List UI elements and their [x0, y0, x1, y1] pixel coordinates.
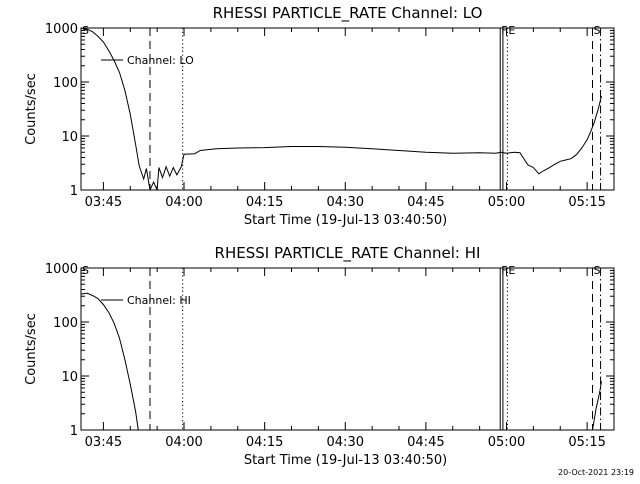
legend-label: Channel: LO [127, 54, 194, 67]
y-tick-label: 10 [61, 130, 78, 145]
chart-panel-2: RHESSI PARTICLE_RATE Channel: HI 03:45 04:… [24, 244, 615, 468]
x-tick-label: 04:15 [246, 195, 283, 210]
x-axis-label: Start Time (19-Jul-13 03:40:50) [244, 213, 447, 228]
event-marker-label: E [508, 24, 515, 37]
x-tick-label: 05:00 [488, 435, 525, 450]
y-tick-label: 1000 [45, 262, 78, 277]
timestamp-label: 20-Oct-2021 23:19 [558, 468, 634, 477]
plot-frame [80, 27, 615, 191]
x-tick-label: 05:15 [568, 195, 605, 210]
series-line [81, 292, 602, 430]
x-tick-label: 05:15 [568, 435, 605, 450]
y-axis-label: Counts/sec [24, 313, 39, 385]
x-tick-label: 03:45 [85, 435, 122, 450]
event-marker-label: S [82, 264, 89, 277]
y-axis-label: Counts/sec [24, 73, 39, 145]
plot-frame [80, 267, 615, 431]
y-tick-label: 100 [53, 76, 78, 91]
x-tick-label: 04:15 [246, 435, 283, 450]
y-tick-label: 100 [53, 316, 78, 331]
x-tick-label: 04:45 [407, 195, 444, 210]
series-line [81, 28, 602, 190]
x-tick-label: 04:00 [165, 435, 202, 450]
y-tick-label: 1 [70, 184, 78, 199]
x-tick-label: 04:30 [327, 195, 364, 210]
event-marker-label: S [82, 24, 89, 37]
chart-panel-1: RHESSI PARTICLE_RATE Channel: LO 03:45 04:… [24, 4, 615, 228]
y-tick-label: 10 [61, 370, 78, 385]
y-tick-label: 1000 [45, 22, 78, 37]
chart-title: RHESSI PARTICLE_RATE Channel: HI [215, 244, 481, 263]
x-tick-label: 04:30 [327, 435, 364, 450]
x-tick-label: 04:45 [407, 435, 444, 450]
event-marker-label: S [594, 24, 601, 37]
y-tick-label: 1 [70, 424, 78, 439]
chart-title: RHESSI PARTICLE_RATE Channel: LO [213, 4, 483, 23]
x-tick-label: 04:00 [165, 195, 202, 210]
legend-label: Channel: HI [127, 294, 191, 307]
event-marker-label: F [501, 24, 507, 37]
x-tick-label: 05:00 [488, 195, 525, 210]
event-marker-label: E [508, 264, 515, 277]
event-marker-label: F [501, 264, 507, 277]
event-marker-label: S [594, 264, 601, 277]
x-tick-label: 03:45 [85, 195, 122, 210]
x-axis-label: Start Time (19-Jul-13 03:40:50) [244, 453, 447, 468]
